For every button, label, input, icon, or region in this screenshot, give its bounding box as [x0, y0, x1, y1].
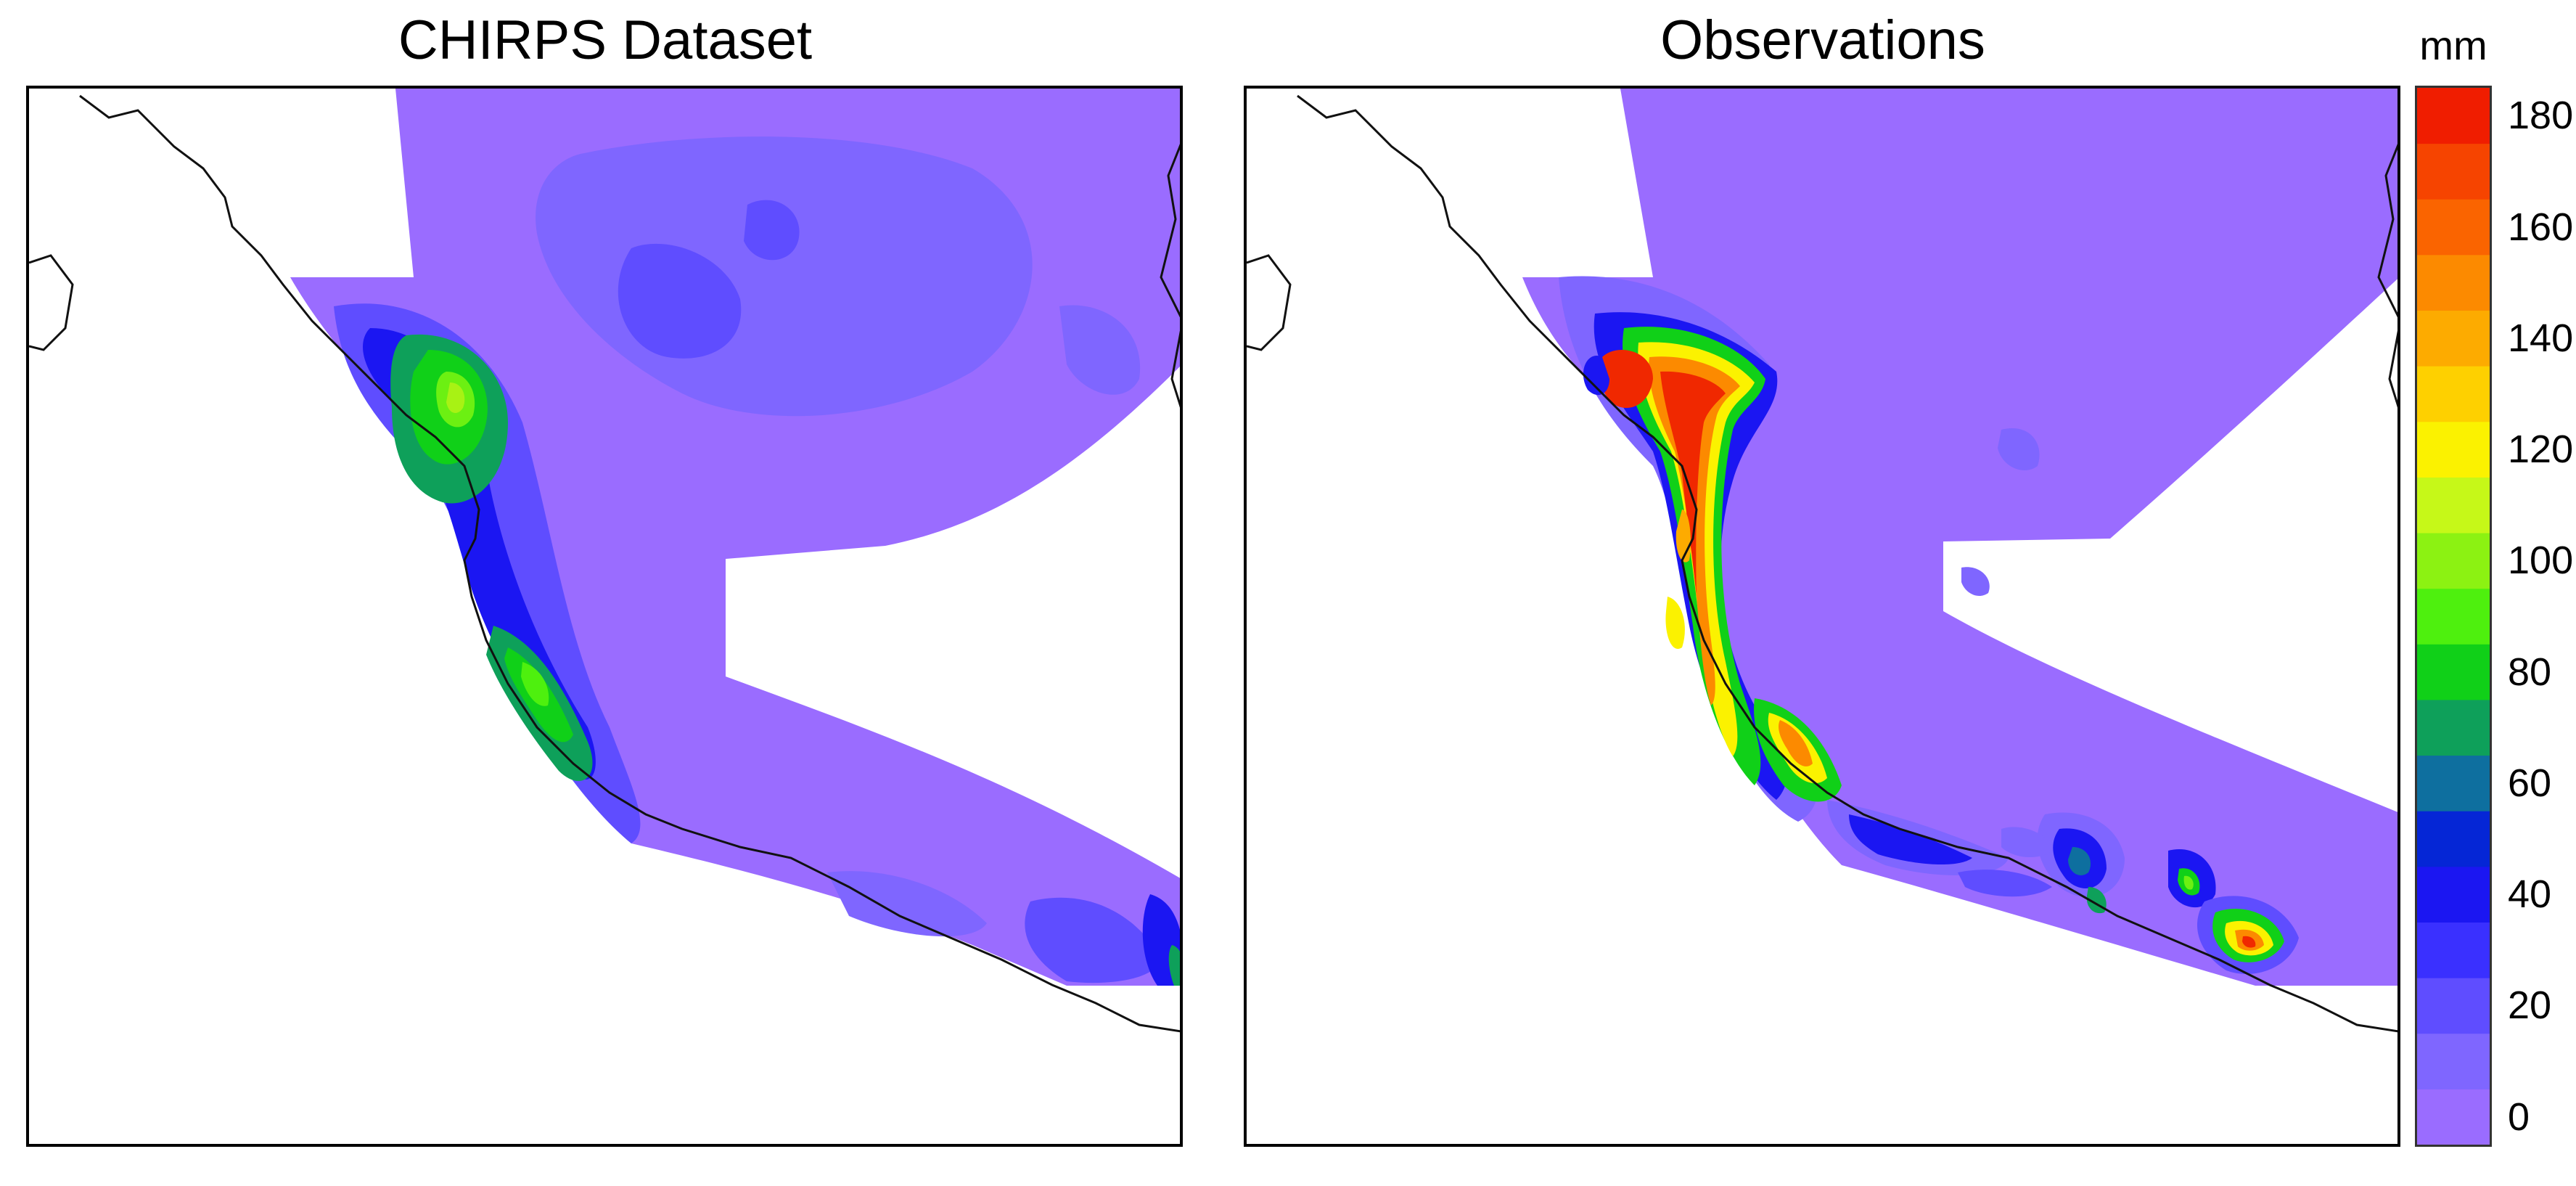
island-outline — [1247, 254, 1292, 351]
observations-map-graphic — [1247, 89, 2397, 1033]
east-coast-outline — [1160, 143, 1180, 408]
colorbar-band — [2417, 811, 2490, 867]
colorbar-band — [2417, 421, 2490, 478]
colorbar-tick-label: 80 — [2508, 650, 2552, 694]
observations-panel-title: Observations — [1660, 9, 1985, 71]
precip-region — [1522, 89, 2397, 986]
colorbar-tick-label: 140 — [2508, 316, 2574, 360]
colorbar-band — [2417, 88, 2490, 144]
colorbar-band — [2417, 1033, 2490, 1089]
chirps-map-graphic — [29, 89, 1180, 1033]
colorbar-tick-label: 20 — [2508, 983, 2552, 1028]
colorbar-band — [2417, 755, 2490, 811]
colorbar-tick-label: 160 — [2508, 205, 2574, 249]
colorbar-tick-label: 0 — [2508, 1095, 2530, 1139]
colorbar-band — [2417, 644, 2490, 700]
colorbar-band — [2417, 922, 2490, 978]
colorbar — [2415, 86, 2492, 1147]
colorbar-tick-label: 40 — [2508, 872, 2552, 917]
colorbar-band — [2417, 143, 2490, 200]
colorbar-band — [2417, 533, 2490, 589]
island-outline — [29, 254, 74, 351]
colorbar-tick-label: 180 — [2508, 94, 2574, 138]
colorbar-swatches — [2417, 88, 2490, 1145]
chirps-precip-field — [290, 89, 1180, 986]
colorbar-band — [2417, 866, 2490, 923]
chirps-precipitation-map — [26, 86, 1183, 1147]
colorbar-band — [2417, 477, 2490, 533]
coastline — [79, 94, 1180, 1033]
observations-precipitation-map — [1244, 86, 2400, 1147]
colorbar-tick-label: 60 — [2508, 761, 2552, 805]
colorbar-band — [2417, 978, 2490, 1034]
colorbar-unit-label: mm — [2419, 23, 2487, 68]
observations-precip-field — [1522, 89, 2397, 986]
colorbar-band — [2417, 254, 2490, 311]
coastline — [1297, 94, 2397, 1033]
colorbar-band — [2417, 310, 2490, 367]
east-coast-outline — [2377, 143, 2397, 408]
chirps-panel-title: CHIRPS Dataset — [398, 9, 813, 71]
colorbar-band — [2417, 588, 2490, 645]
colorbar-band — [2417, 699, 2490, 756]
colorbar-band — [2417, 199, 2490, 255]
colorbar-tick-label: 120 — [2508, 428, 2574, 472]
colorbar-band — [2417, 1089, 2490, 1145]
colorbar-band — [2417, 366, 2490, 422]
colorbar-tick-label: 100 — [2508, 539, 2574, 583]
